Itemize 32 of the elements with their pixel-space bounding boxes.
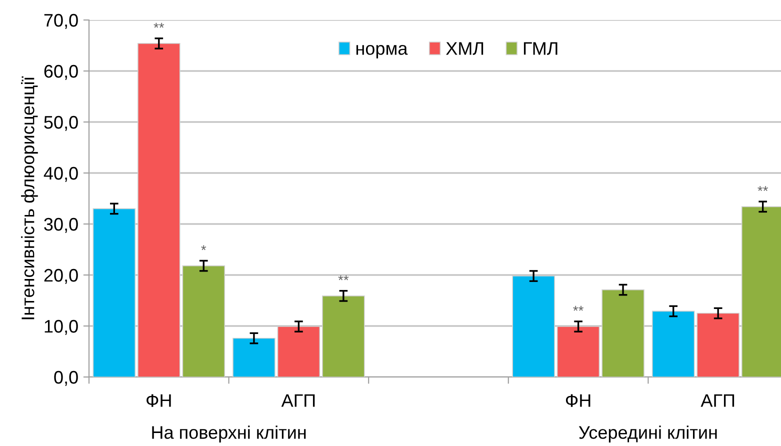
y-tick-label: 60,0 xyxy=(44,64,78,80)
bar xyxy=(277,326,320,377)
data-label: ** xyxy=(573,306,584,311)
x-tick-label: ФН xyxy=(566,394,590,407)
data-label: ** xyxy=(154,22,164,28)
legend-label: норма xyxy=(356,44,408,58)
bar xyxy=(322,295,365,377)
y-tick-label: 0,0 xyxy=(54,370,78,386)
legend-label: ГМЛ xyxy=(524,42,558,55)
y-tick-label: 30,0 xyxy=(44,218,78,233)
x-tick-label: АГП xyxy=(700,394,734,407)
y-tick-label: 70,0 xyxy=(44,14,78,29)
data-label: ** xyxy=(758,186,768,191)
x-tick-label: АГП xyxy=(281,394,315,407)
bar xyxy=(92,208,136,377)
data-label: * xyxy=(201,245,206,250)
bar xyxy=(602,289,644,377)
legend-label: ХМЛ xyxy=(446,42,484,55)
data-label: ** xyxy=(338,275,349,280)
y-tick-label: 10,0 xyxy=(44,320,78,335)
y-tick-label: 50,0 xyxy=(44,116,78,131)
y-tick-label: 40,0 xyxy=(44,166,78,182)
bar xyxy=(696,312,740,377)
x-tick-label: ФН xyxy=(146,394,171,407)
bar xyxy=(652,310,695,377)
y-tick-label: 20,0 xyxy=(44,268,78,284)
text: На поверхні клітин xyxy=(152,426,306,442)
y-axis-title: Інтенсивність флюорисценції xyxy=(21,76,38,320)
bar xyxy=(512,276,555,377)
text: Усередині клітин xyxy=(578,426,717,442)
bar xyxy=(556,326,600,377)
bar xyxy=(232,338,276,377)
